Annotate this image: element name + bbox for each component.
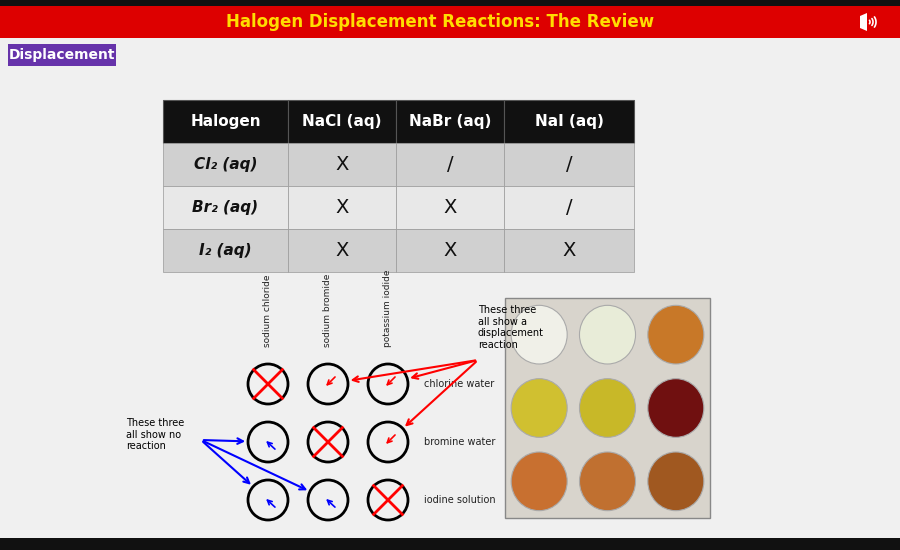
Ellipse shape <box>580 305 635 364</box>
Text: /: / <box>566 198 572 217</box>
Text: These three
all show no
reaction: These three all show no reaction <box>126 418 184 451</box>
Text: /: / <box>446 155 454 174</box>
Text: Cl₂ (aq): Cl₂ (aq) <box>194 157 257 172</box>
Text: X: X <box>336 198 348 217</box>
FancyBboxPatch shape <box>396 143 504 186</box>
FancyBboxPatch shape <box>163 100 288 143</box>
Text: X: X <box>444 241 456 260</box>
Text: These three
all show a
displacement
reaction: These three all show a displacement reac… <box>478 305 544 350</box>
Polygon shape <box>860 13 867 31</box>
FancyBboxPatch shape <box>288 186 396 229</box>
Ellipse shape <box>511 305 567 364</box>
FancyBboxPatch shape <box>288 229 396 272</box>
Text: potassium iodide: potassium iodide <box>383 270 392 347</box>
Text: bromine water: bromine water <box>424 437 495 447</box>
Ellipse shape <box>511 378 567 437</box>
Ellipse shape <box>648 305 704 364</box>
Text: Br₂ (aq): Br₂ (aq) <box>193 200 258 215</box>
Text: sodium bromide: sodium bromide <box>323 274 332 347</box>
Text: NaBr (aq): NaBr (aq) <box>409 114 491 129</box>
Text: /: / <box>566 155 572 174</box>
FancyBboxPatch shape <box>504 100 634 143</box>
Text: I₂ (aq): I₂ (aq) <box>199 243 252 258</box>
FancyBboxPatch shape <box>505 298 710 518</box>
Text: iodine solution: iodine solution <box>424 495 496 505</box>
Ellipse shape <box>648 452 704 510</box>
FancyBboxPatch shape <box>0 6 900 38</box>
FancyBboxPatch shape <box>504 229 634 272</box>
Text: NaI (aq): NaI (aq) <box>535 114 603 129</box>
FancyBboxPatch shape <box>163 143 288 186</box>
FancyBboxPatch shape <box>0 538 900 550</box>
Text: NaCl (aq): NaCl (aq) <box>302 114 382 129</box>
FancyBboxPatch shape <box>288 100 396 143</box>
FancyBboxPatch shape <box>396 229 504 272</box>
FancyBboxPatch shape <box>396 100 504 143</box>
Ellipse shape <box>648 378 704 437</box>
Text: X: X <box>444 198 456 217</box>
FancyBboxPatch shape <box>504 186 634 229</box>
FancyBboxPatch shape <box>396 186 504 229</box>
Text: sodium chloride: sodium chloride <box>264 274 273 347</box>
FancyBboxPatch shape <box>288 143 396 186</box>
Text: Halogen Displacement Reactions: The Review: Halogen Displacement Reactions: The Revi… <box>226 13 654 31</box>
Text: Halogen: Halogen <box>190 114 261 129</box>
Ellipse shape <box>580 452 635 510</box>
FancyBboxPatch shape <box>0 0 900 6</box>
Text: chlorine water: chlorine water <box>424 379 494 389</box>
FancyBboxPatch shape <box>163 186 288 229</box>
Text: Displacement: Displacement <box>9 48 115 62</box>
Text: X: X <box>336 241 348 260</box>
Ellipse shape <box>511 452 567 510</box>
FancyBboxPatch shape <box>8 44 116 66</box>
Text: X: X <box>562 241 576 260</box>
Ellipse shape <box>580 378 635 437</box>
FancyBboxPatch shape <box>504 143 634 186</box>
Text: X: X <box>336 155 348 174</box>
FancyBboxPatch shape <box>163 229 288 272</box>
